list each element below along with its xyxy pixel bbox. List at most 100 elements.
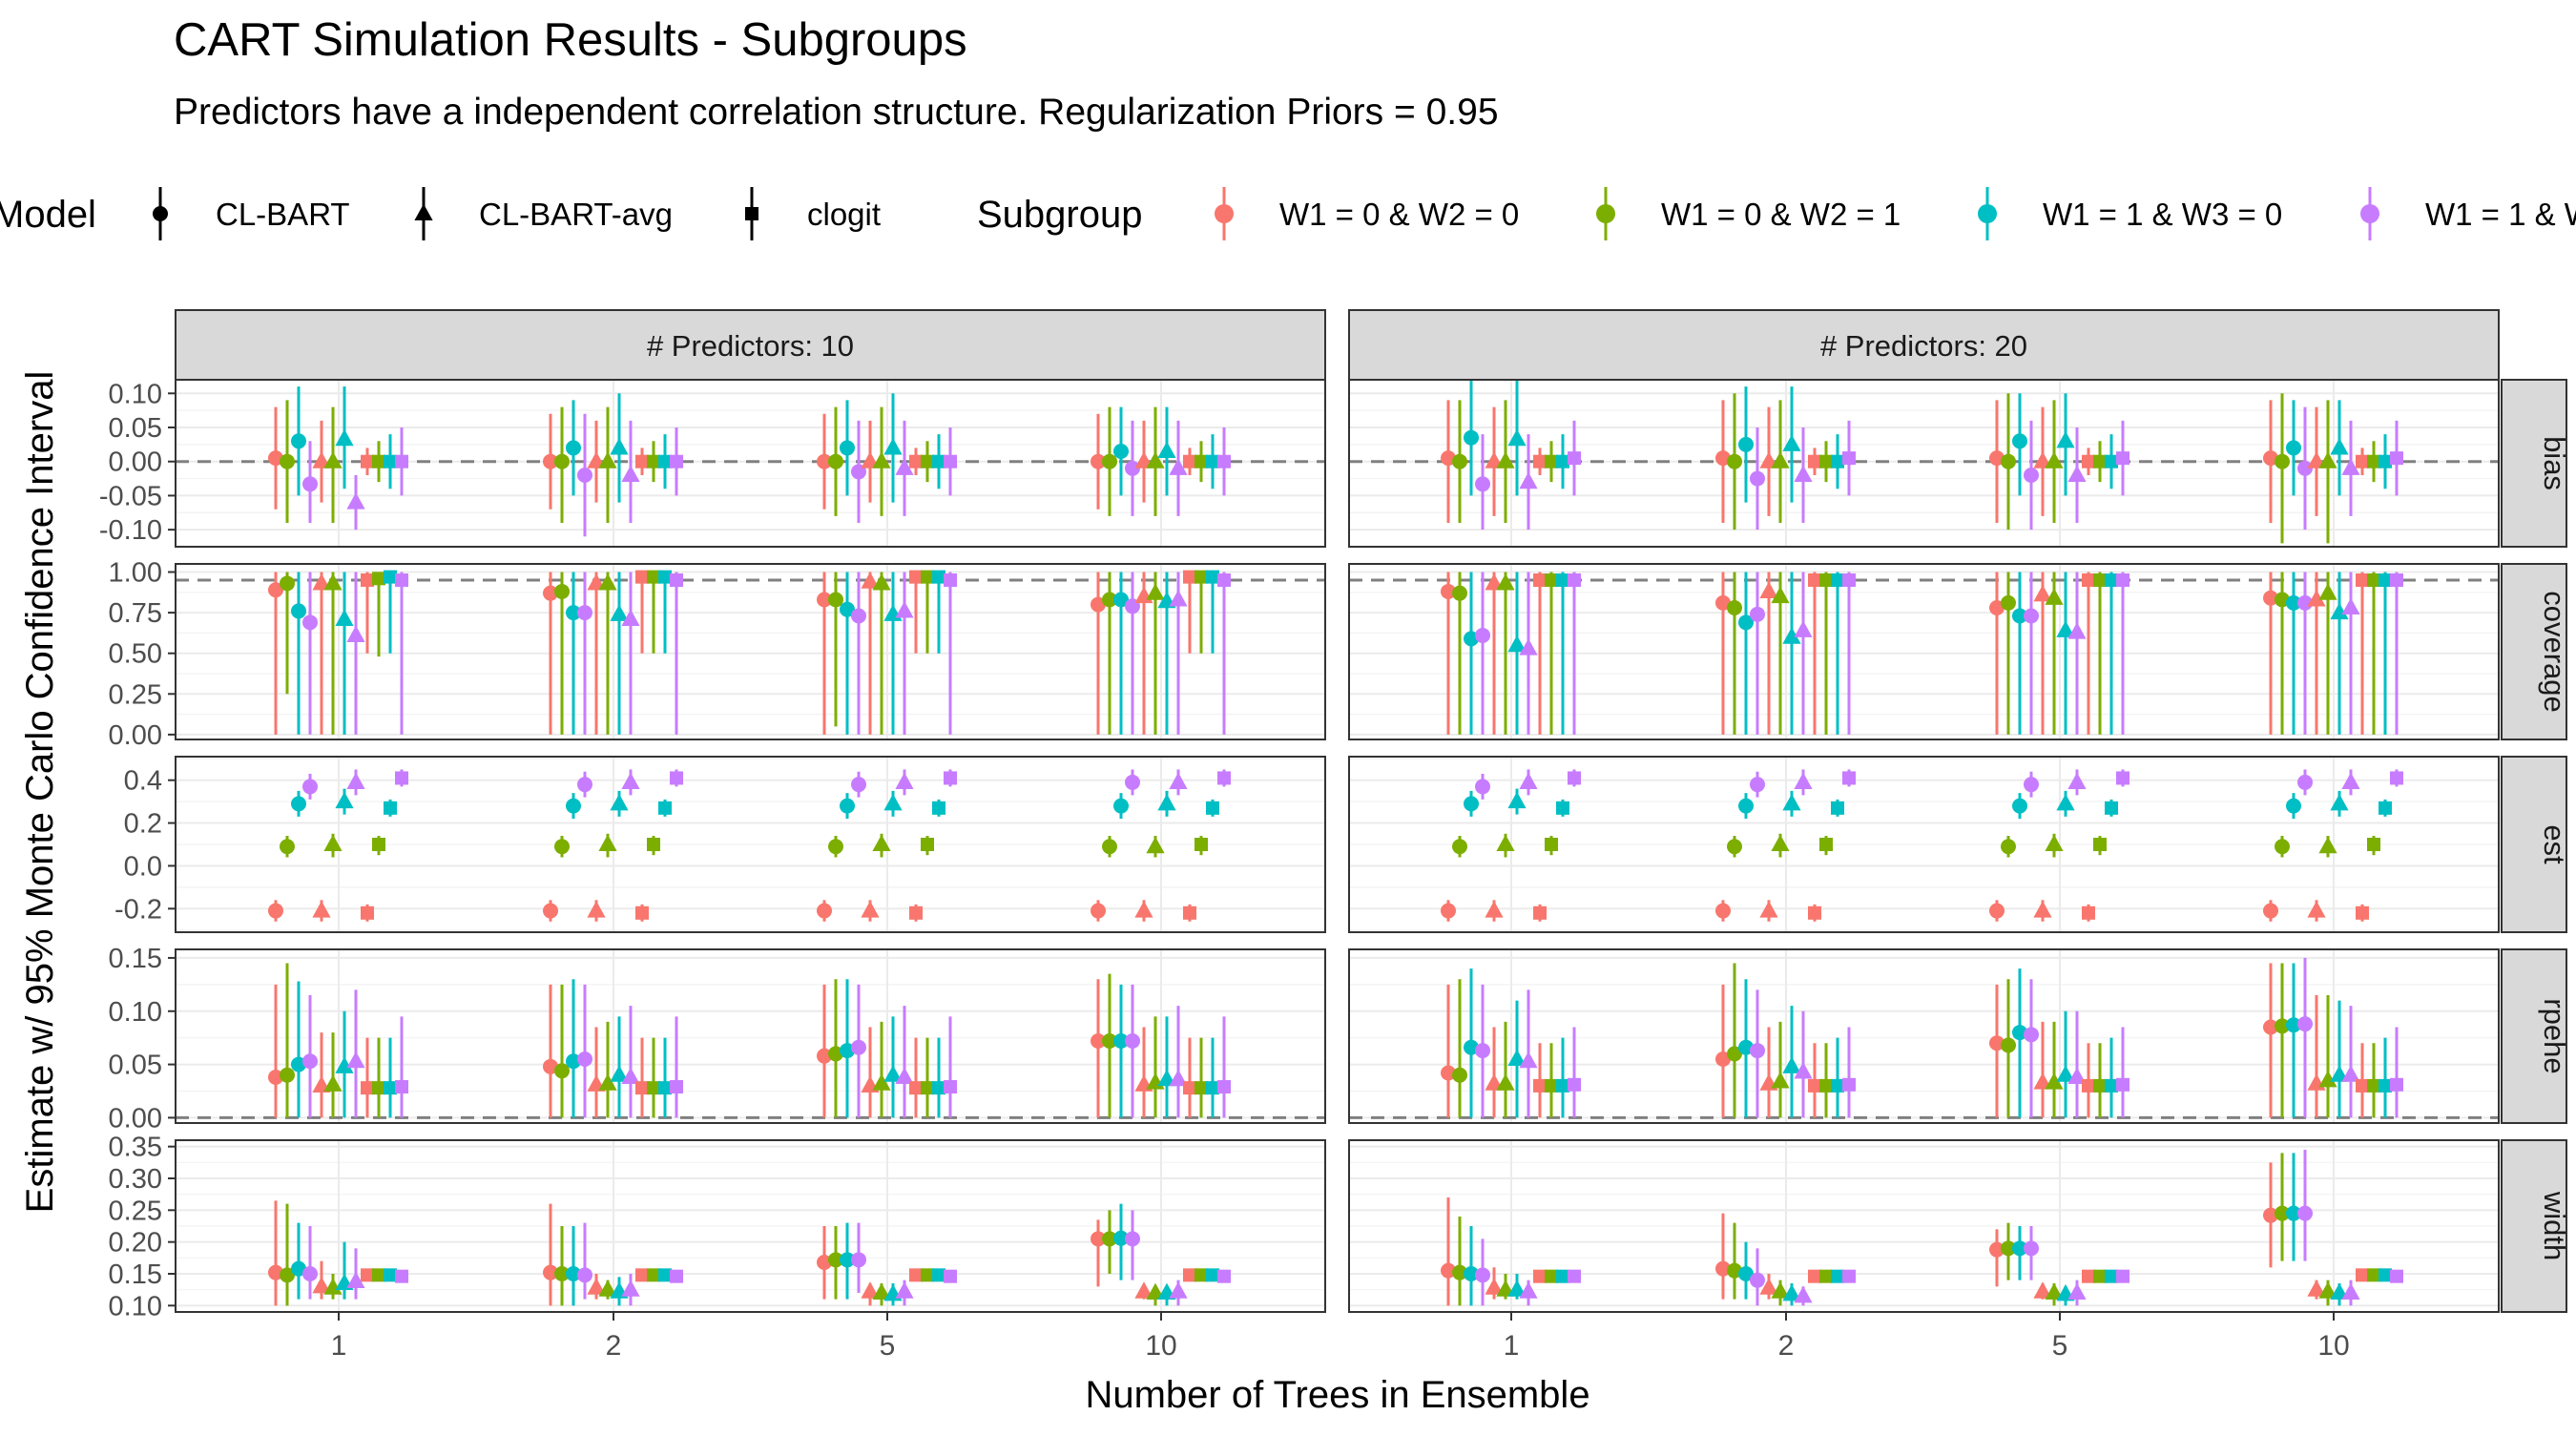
data-point — [372, 572, 385, 586]
data-point — [554, 453, 570, 469]
pointrange — [2356, 1268, 2369, 1282]
pointrange — [280, 1203, 295, 1306]
x-tick-label: 10 — [1145, 1330, 1176, 1362]
facet-strip-box — [2501, 379, 2567, 548]
data-point — [1125, 1033, 1140, 1050]
pointrange — [909, 447, 923, 475]
data-point — [861, 572, 880, 589]
pointrange — [1519, 1280, 1538, 1306]
pointrange — [658, 434, 672, 489]
pointrange — [610, 393, 629, 503]
facet-strip-label: est — [2538, 824, 2571, 864]
pointrange — [1452, 572, 1467, 735]
facet-strip-label: # Predictors: 10 — [647, 329, 854, 363]
legend-label: W1 = 0 & W2 = 1 — [1661, 197, 1901, 232]
pointrange — [828, 572, 843, 727]
data-point — [2067, 1067, 2087, 1085]
data-point — [1195, 1268, 1208, 1282]
data-point — [1125, 774, 1140, 790]
data-point — [2286, 440, 2301, 456]
data-point — [280, 453, 295, 469]
data-point — [2033, 584, 2052, 602]
pointrange — [1102, 973, 1117, 1118]
pointrange — [932, 1268, 945, 1282]
data-point — [1782, 627, 1801, 644]
data-point — [647, 1081, 660, 1095]
data-point — [587, 1278, 606, 1295]
pointrange — [2116, 1269, 2129, 1283]
data-point — [2263, 450, 2278, 467]
pointrange — [2105, 434, 2118, 489]
pointrange — [1568, 1027, 1581, 1118]
data-point — [1496, 1073, 1515, 1091]
data-point — [2001, 594, 2016, 611]
pointrange — [577, 771, 592, 798]
y-tick-label: 0.30 — [109, 1164, 162, 1195]
pointrange — [323, 1274, 343, 1300]
data-point — [395, 771, 408, 785]
data-point — [635, 570, 649, 584]
data-point — [2056, 1065, 2075, 1082]
pointrange — [1727, 1222, 1742, 1300]
data-point — [932, 570, 945, 584]
data-point — [2356, 454, 2369, 468]
pointrange — [851, 771, 866, 798]
pointrange — [1125, 769, 1140, 796]
data-point — [2045, 1282, 2064, 1301]
pointrange — [883, 1016, 903, 1118]
pointrange — [1831, 1037, 1844, 1118]
data-point — [2093, 838, 2107, 851]
data-point — [1507, 1280, 1527, 1297]
pointrange — [1169, 1280, 1188, 1306]
legend-key-square — [745, 207, 758, 220]
data-point — [1113, 798, 1129, 814]
pointrange — [1771, 833, 1790, 858]
data-point — [1556, 454, 1569, 468]
pointrange — [1989, 1229, 2005, 1287]
legend-key-triangle — [414, 203, 433, 221]
data-point — [1217, 573, 1231, 588]
pointrange — [1831, 1269, 1844, 1283]
pointrange — [621, 1006, 640, 1118]
pointrange — [1519, 434, 1538, 531]
data-point — [335, 609, 354, 626]
pointrange — [944, 572, 957, 735]
data-point — [1842, 1269, 1856, 1283]
data-point — [2390, 573, 2403, 588]
pointrange — [335, 572, 354, 735]
pointrange — [2307, 1280, 2326, 1300]
data-point — [817, 453, 832, 469]
pointrange — [2379, 1268, 2392, 1282]
pointrange — [384, 799, 397, 817]
data-point — [2082, 905, 2095, 920]
data-point — [1102, 1033, 1117, 1050]
pointrange — [621, 420, 640, 523]
data-point — [1217, 454, 1231, 468]
pointrange — [587, 572, 606, 735]
panel-border — [175, 1139, 1326, 1313]
data-point — [2275, 839, 2290, 855]
pointrange — [909, 570, 923, 654]
pointrange — [2318, 1280, 2337, 1306]
pointrange — [1169, 420, 1188, 516]
pointrange — [1475, 434, 1490, 531]
pointrange — [554, 406, 570, 523]
x-tick-label: 2 — [606, 1330, 622, 1362]
data-point — [2045, 1072, 2064, 1090]
pointrange — [1771, 572, 1790, 735]
y-tick-label: 0.25 — [109, 1196, 162, 1226]
y-axis-label: Estimate w/ 95% Monte Carlo Confidence I… — [19, 371, 61, 1214]
pointrange — [1195, 1037, 1208, 1118]
legend-label: clogit — [807, 197, 881, 232]
pointrange — [1464, 572, 1479, 735]
data-point — [944, 573, 957, 588]
pointrange — [1452, 400, 1467, 523]
data-point — [1842, 451, 1856, 466]
pointrange — [395, 769, 408, 787]
pointrange — [302, 1226, 318, 1300]
data-point — [335, 1056, 354, 1073]
data-point — [1989, 903, 2005, 919]
pointrange — [872, 572, 891, 735]
data-point — [658, 454, 672, 468]
data-point — [909, 1081, 923, 1095]
